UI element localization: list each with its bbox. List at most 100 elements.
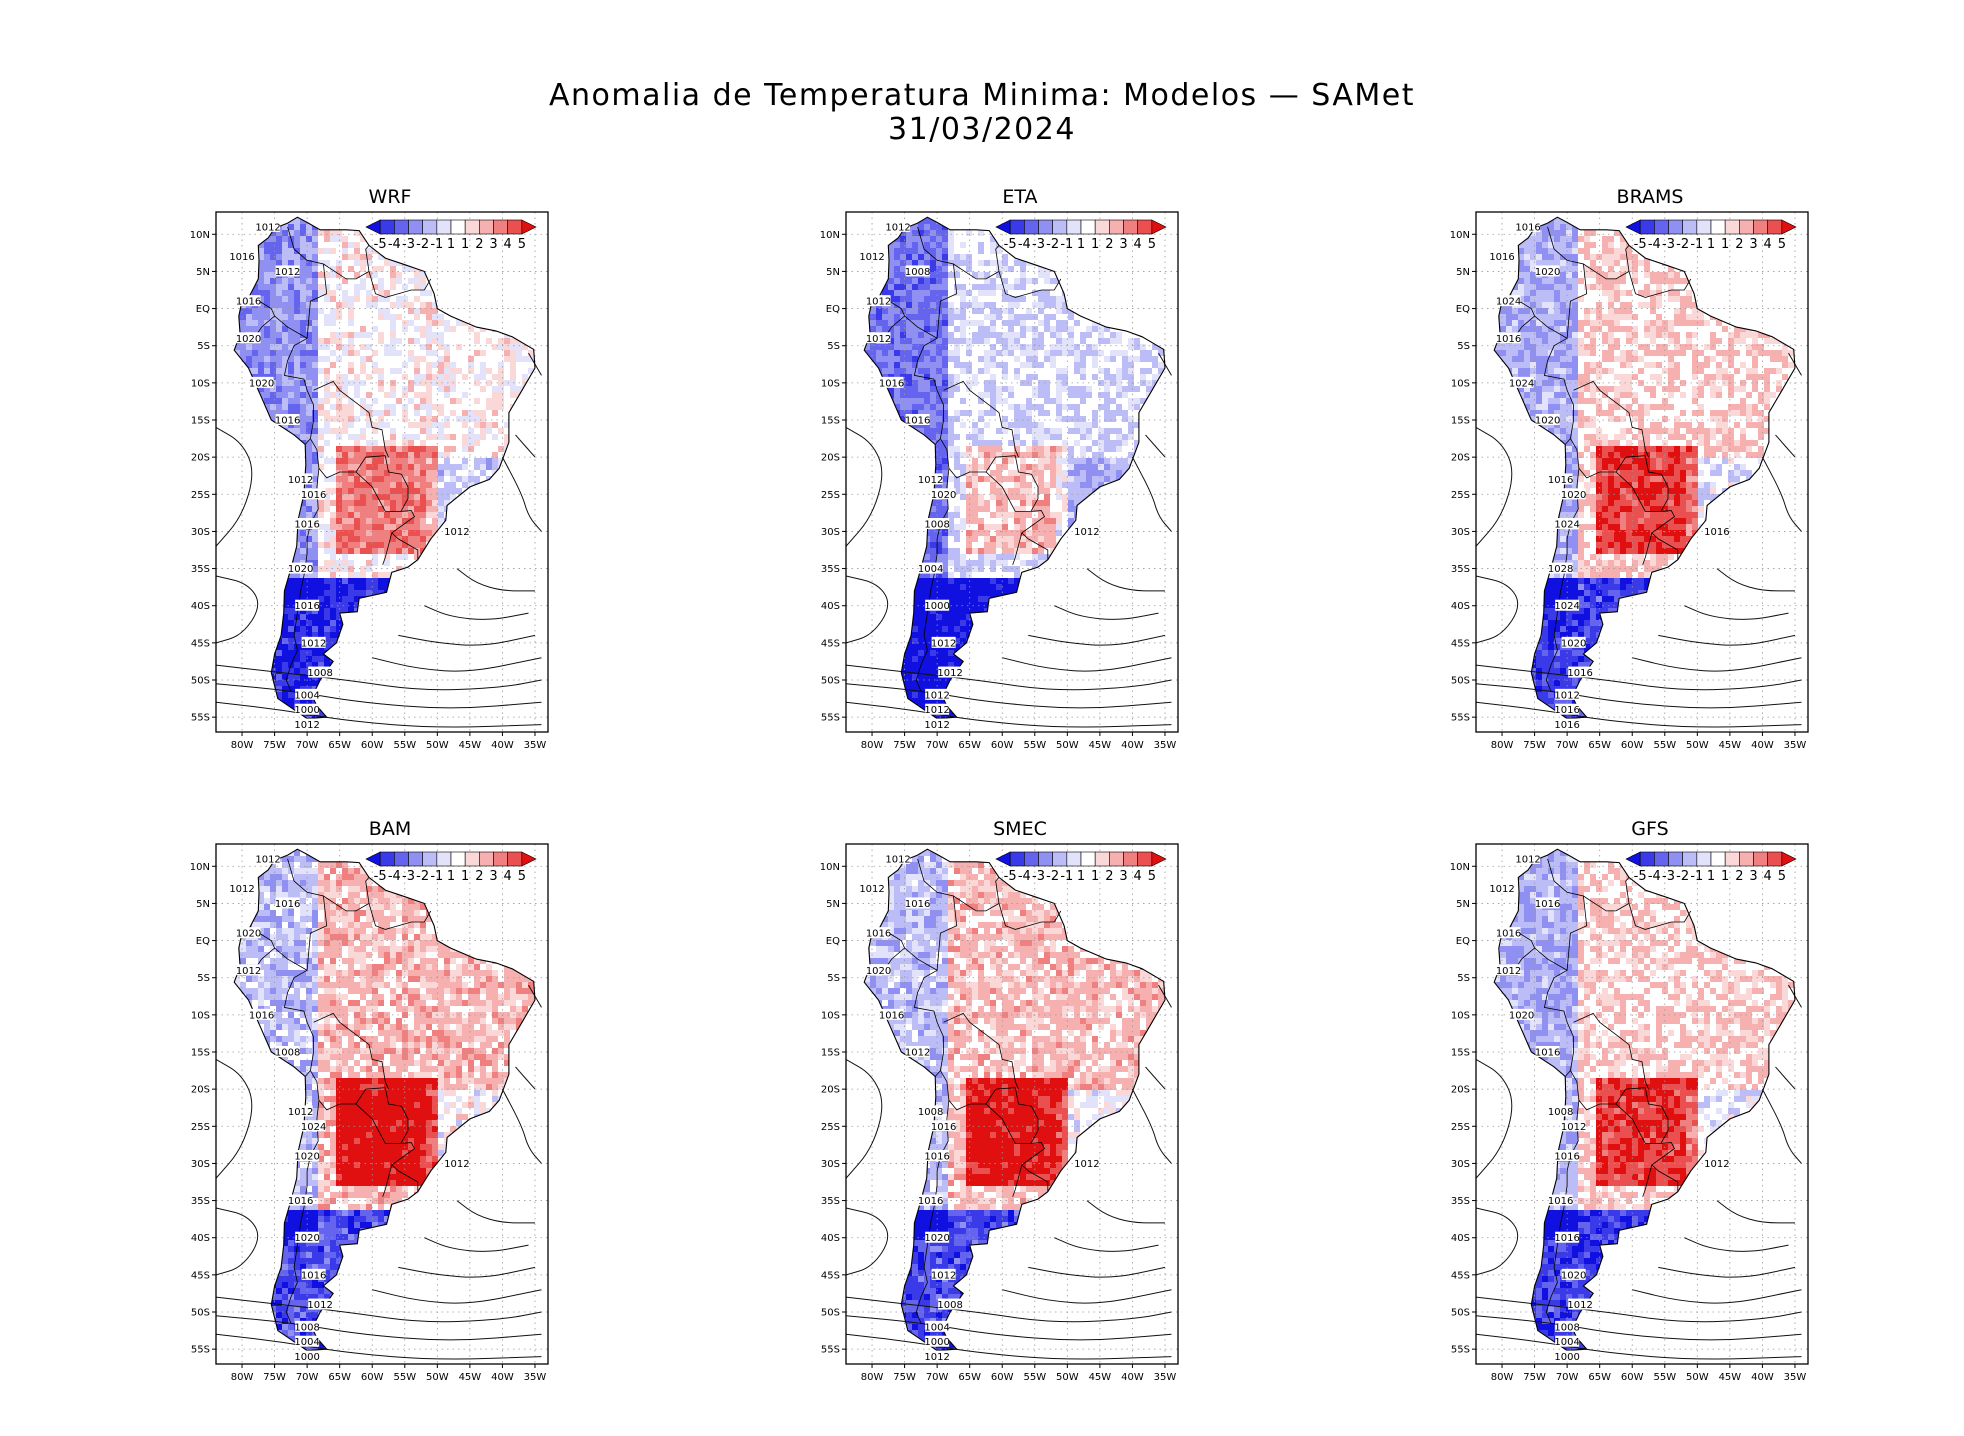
anomaly-cell — [288, 356, 294, 362]
anomaly-cell — [240, 470, 246, 476]
anomaly-cell — [1128, 254, 1134, 260]
anomaly-cell — [1134, 260, 1140, 266]
anomaly-cell — [282, 338, 288, 344]
anomaly-cell — [936, 332, 942, 338]
anomaly-cell — [474, 530, 480, 536]
anomaly-cell — [1098, 308, 1104, 314]
anomaly-cell — [252, 554, 258, 560]
anomaly-cell — [300, 362, 306, 368]
anomaly-cell — [270, 392, 276, 398]
anomaly-cell — [432, 320, 438, 326]
anomaly-cell — [420, 512, 426, 518]
anomaly-cell — [1134, 308, 1140, 314]
anomaly-cell — [432, 470, 438, 476]
anomaly-cell — [540, 650, 546, 656]
anomaly-cell — [528, 488, 534, 494]
isobar-label: 1016 — [301, 490, 326, 501]
anomaly-cell — [480, 656, 486, 662]
anomaly-cell — [378, 446, 384, 452]
anomaly-cell — [1032, 338, 1038, 344]
anomaly-cell — [426, 644, 432, 650]
anomaly-cell — [324, 386, 330, 392]
anomaly-cell — [486, 650, 492, 656]
anomaly-cell — [342, 722, 348, 728]
anomaly-cell — [438, 560, 444, 566]
anomaly-cell — [222, 218, 228, 224]
anomaly-cell — [498, 692, 504, 698]
anomaly-cell — [360, 674, 366, 680]
anomaly-cell — [900, 284, 906, 290]
anomaly-cell — [966, 254, 972, 260]
anomaly-cell — [540, 464, 546, 470]
anomaly-cell — [342, 494, 348, 500]
anomaly-cell — [414, 260, 420, 266]
anomaly-cell — [258, 266, 264, 272]
anomaly-cell — [492, 458, 498, 464]
anomaly-cell — [276, 326, 282, 332]
anomaly-cell — [318, 290, 324, 296]
anomaly-cell — [456, 704, 462, 710]
anomaly-cell — [522, 422, 528, 428]
anomaly-cell — [288, 578, 294, 584]
anomaly-cell — [468, 482, 474, 488]
anomaly-cell — [546, 632, 552, 638]
anomaly-cell — [858, 290, 864, 296]
anomaly-cell — [540, 224, 546, 230]
anomaly-cell — [270, 302, 276, 308]
anomaly-cell — [306, 284, 312, 290]
anomaly-cell — [312, 386, 318, 392]
anomaly-cell — [468, 716, 474, 719]
anomaly-cell — [852, 302, 858, 308]
anomaly-cell — [228, 560, 234, 566]
anomaly-cell — [330, 404, 336, 410]
anomaly-cell — [390, 278, 396, 284]
anomaly-cell — [966, 290, 972, 296]
anomaly-cell — [468, 266, 474, 272]
anomaly-cell — [222, 554, 228, 560]
anomaly-cell — [288, 650, 294, 656]
isobar-label-bg — [236, 332, 261, 344]
anomaly-cell — [342, 410, 348, 416]
anomaly-cell — [408, 458, 414, 464]
anomaly-cell — [516, 422, 522, 428]
anomaly-cell — [300, 284, 306, 290]
anomaly-cell — [420, 644, 426, 650]
anomaly-cell — [918, 217, 924, 218]
anomaly-cell — [294, 668, 300, 674]
anomaly-cell — [468, 620, 474, 626]
anomaly-cell — [300, 224, 306, 230]
anomaly-cell — [894, 296, 900, 302]
anomaly-cell — [468, 434, 474, 440]
anomaly-cell — [1146, 260, 1152, 266]
anomaly-cell — [348, 350, 354, 356]
anomaly-cell — [372, 476, 378, 482]
anomaly-cell — [366, 482, 372, 488]
anomaly-cell — [330, 578, 336, 584]
anomaly-cell — [270, 560, 276, 566]
anomaly-cell — [492, 530, 498, 536]
anomaly-cell — [846, 212, 852, 218]
anomaly-cell — [1176, 338, 1182, 344]
anomaly-cell — [324, 458, 330, 464]
anomaly-cell — [408, 710, 414, 716]
anomaly-cell — [300, 302, 306, 308]
anomaly-cell — [504, 572, 510, 578]
anomaly-cell — [420, 608, 426, 614]
anomaly-cell — [288, 296, 294, 302]
anomaly-cell — [498, 698, 504, 704]
anomaly-cell — [546, 686, 552, 692]
anomaly-cell — [378, 278, 384, 284]
anomaly-cell — [228, 668, 234, 674]
anomaly-cell — [252, 650, 258, 656]
anomaly-cell — [546, 590, 552, 596]
anomaly-cell — [516, 254, 522, 260]
anomaly-cell — [426, 620, 432, 626]
anomaly-cell — [522, 290, 528, 296]
anomaly-cell — [1002, 338, 1008, 344]
anomaly-cell — [546, 572, 552, 578]
anomaly-cell — [912, 260, 918, 266]
anomaly-cell — [996, 272, 1002, 278]
anomaly-cell — [312, 344, 318, 350]
anomaly-cell — [228, 674, 234, 680]
anomaly-cell — [342, 506, 348, 512]
